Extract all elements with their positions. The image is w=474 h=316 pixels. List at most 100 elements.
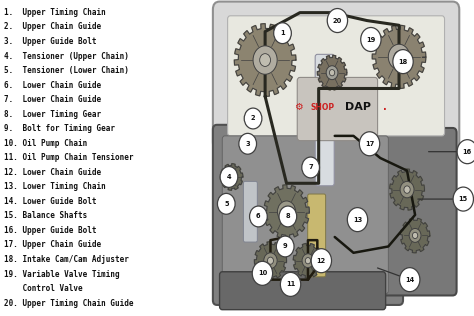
Text: 8: 8	[285, 214, 290, 219]
FancyBboxPatch shape	[219, 272, 386, 310]
Text: 16. Upper Guide Bolt: 16. Upper Guide Bolt	[4, 226, 97, 235]
Text: 1: 1	[280, 30, 285, 36]
Polygon shape	[220, 164, 243, 190]
Text: DAP: DAP	[346, 102, 372, 112]
Polygon shape	[390, 169, 424, 210]
Circle shape	[273, 23, 292, 44]
Text: 14: 14	[405, 277, 414, 283]
Text: 5.  Tensioner (Lower Chain): 5. Tensioner (Lower Chain)	[4, 66, 129, 75]
Circle shape	[412, 232, 418, 239]
Circle shape	[281, 272, 301, 296]
Text: 4: 4	[227, 174, 231, 180]
Text: 10. Oil Pump Chain: 10. Oil Pump Chain	[4, 139, 87, 148]
Text: 7.  Lower Chain Guide: 7. Lower Chain Guide	[4, 95, 101, 104]
Text: 12: 12	[317, 258, 326, 264]
Text: 5: 5	[224, 201, 228, 207]
Circle shape	[229, 174, 234, 179]
Text: 11: 11	[286, 282, 295, 287]
Text: 15: 15	[459, 196, 468, 202]
Polygon shape	[255, 242, 286, 280]
Circle shape	[244, 108, 262, 129]
Circle shape	[253, 46, 277, 74]
Circle shape	[457, 140, 474, 164]
Circle shape	[260, 54, 271, 66]
Text: 13: 13	[353, 217, 362, 222]
Circle shape	[404, 186, 410, 193]
Text: Control Valve: Control Valve	[4, 284, 83, 293]
Text: 19. Variable Valve Timing: 19. Variable Valve Timing	[4, 270, 120, 278]
Text: 10: 10	[258, 270, 267, 276]
Circle shape	[218, 193, 235, 214]
Polygon shape	[372, 25, 426, 88]
Circle shape	[329, 70, 335, 76]
Text: 15. Balance Shafts: 15. Balance Shafts	[4, 211, 87, 220]
Text: 13. Lower Timing Chain: 13. Lower Timing Chain	[4, 182, 106, 191]
Text: 4.  Tensioner (Upper Chain): 4. Tensioner (Upper Chain)	[4, 52, 129, 60]
FancyBboxPatch shape	[228, 16, 445, 136]
FancyBboxPatch shape	[297, 77, 378, 141]
Circle shape	[400, 268, 420, 292]
Text: 6.  Lower Chain Guide: 6. Lower Chain Guide	[4, 81, 101, 89]
Polygon shape	[234, 24, 296, 96]
Text: 3: 3	[246, 141, 250, 147]
Text: .: .	[383, 102, 387, 112]
Circle shape	[239, 133, 256, 154]
Circle shape	[326, 66, 338, 80]
Text: 16: 16	[463, 149, 472, 155]
Circle shape	[227, 171, 237, 183]
Text: 3.  Upper Guide Bolt: 3. Upper Guide Bolt	[4, 37, 97, 46]
Text: 17. Upper Chain Guide: 17. Upper Chain Guide	[4, 240, 101, 249]
Polygon shape	[401, 218, 430, 253]
Circle shape	[276, 236, 294, 257]
Circle shape	[250, 206, 267, 227]
Text: ⚙: ⚙	[294, 102, 303, 112]
FancyBboxPatch shape	[315, 54, 334, 186]
Circle shape	[283, 207, 291, 216]
Text: 7: 7	[308, 165, 313, 170]
Circle shape	[388, 44, 410, 70]
Text: 1.  Upper Timing Chain: 1. Upper Timing Chain	[4, 8, 106, 17]
Circle shape	[311, 249, 331, 273]
Circle shape	[409, 228, 421, 242]
Circle shape	[361, 27, 381, 52]
Circle shape	[347, 208, 368, 232]
Circle shape	[264, 253, 277, 269]
Circle shape	[277, 201, 296, 222]
Polygon shape	[317, 55, 347, 90]
Text: 8.  Lower Timing Gear: 8. Lower Timing Gear	[4, 110, 101, 118]
Circle shape	[252, 261, 273, 285]
Text: 9: 9	[283, 244, 288, 249]
Text: 18. Intake Cam/Cam Adjuster: 18. Intake Cam/Cam Adjuster	[4, 255, 129, 264]
Text: 11. Oil Pump Chain Tensioner: 11. Oil Pump Chain Tensioner	[4, 153, 134, 162]
FancyBboxPatch shape	[244, 181, 257, 242]
Circle shape	[453, 187, 474, 211]
Text: 12. Lower Chain Guide: 12. Lower Chain Guide	[4, 168, 101, 177]
Text: 14. Lower Guide Bolt: 14. Lower Guide Bolt	[4, 197, 97, 206]
Circle shape	[359, 132, 380, 156]
Circle shape	[394, 51, 404, 63]
Circle shape	[327, 9, 347, 33]
Text: SHOP: SHOP	[310, 103, 335, 112]
Text: 20. Upper Timing Chain Guide: 20. Upper Timing Chain Guide	[4, 299, 134, 307]
FancyBboxPatch shape	[213, 125, 403, 305]
Circle shape	[302, 254, 314, 268]
Circle shape	[267, 257, 273, 264]
FancyBboxPatch shape	[368, 128, 456, 295]
Text: 20: 20	[333, 18, 342, 23]
Polygon shape	[264, 185, 310, 239]
Text: 19: 19	[366, 37, 375, 42]
Polygon shape	[293, 243, 323, 278]
Text: 6: 6	[256, 214, 261, 219]
Text: 17: 17	[365, 141, 374, 147]
Circle shape	[400, 181, 414, 198]
Circle shape	[279, 206, 297, 227]
Circle shape	[220, 167, 238, 187]
FancyBboxPatch shape	[222, 136, 388, 294]
FancyBboxPatch shape	[308, 194, 326, 277]
Circle shape	[305, 258, 310, 264]
Text: 18: 18	[399, 59, 408, 64]
Text: 2.  Upper Chain Guide: 2. Upper Chain Guide	[4, 22, 101, 31]
Circle shape	[393, 50, 413, 74]
FancyBboxPatch shape	[213, 2, 459, 150]
Text: 9.  Bolt for Timing Gear: 9. Bolt for Timing Gear	[4, 124, 115, 133]
